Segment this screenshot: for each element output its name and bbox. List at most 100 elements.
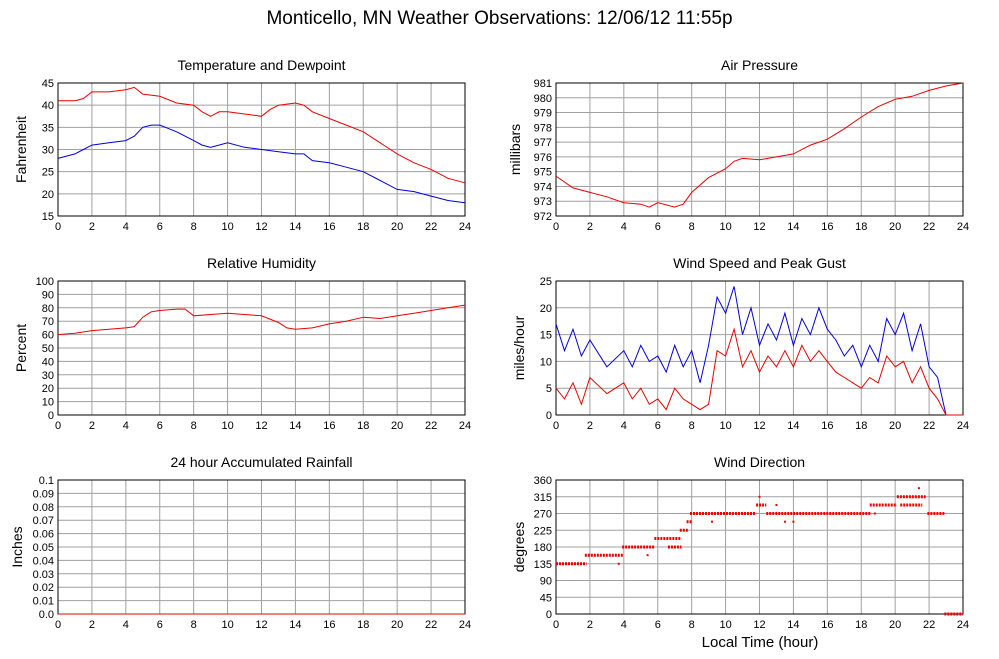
temp-x-tick-label: 4 (123, 221, 129, 233)
humidity-x-tick-label: 10 (221, 420, 233, 432)
direction-direction-point (783, 520, 786, 523)
rain-y-tick-label: 0.09 (33, 488, 54, 500)
rain-x-tick-label: 6 (157, 619, 163, 631)
pressure-x-tick-label: 14 (787, 221, 799, 233)
humidity-x-tick-label: 8 (191, 420, 197, 432)
temp-y-axis-label: Fahrenheit (13, 116, 29, 183)
pressure-y-tick-label: 978 (534, 122, 552, 134)
humidity-x-tick-label: 0 (55, 420, 61, 432)
direction-chart-title: Wind Direction (714, 454, 805, 470)
direction-x-tick-label: 16 (821, 619, 833, 631)
humidity-y-tick-label: 80 (42, 303, 54, 315)
direction-y-tick-label: 225 (534, 525, 552, 537)
rain-x-tick-label: 10 (221, 619, 233, 631)
rain-chart-title: 24 hour Accumulated Rainfall (170, 454, 352, 470)
wind-x-tick-label: 24 (957, 420, 969, 432)
pressure-x-tick-label: 2 (587, 221, 593, 233)
humidity-y-tick-label: 60 (42, 330, 54, 342)
direction-x-tick-label: 24 (957, 619, 969, 631)
temp-x-tick-label: 2 (89, 221, 95, 233)
rain-y-tick-label: 0.03 (33, 569, 54, 581)
direction-x-tick-label: 6 (655, 619, 661, 631)
temp-chart-title: Temperature and Dewpoint (177, 57, 345, 73)
rain-x-tick-label: 0 (55, 619, 61, 631)
pressure-y-axis-label: millibars (507, 124, 523, 175)
humidity-y-tick-label: 90 (42, 289, 54, 301)
rain-y-tick-label: 0.04 (33, 555, 54, 567)
temp-x-tick-label: 0 (55, 221, 61, 233)
temp-y-tick-label: 45 (42, 78, 54, 90)
wind-y-tick-label: 20 (540, 303, 552, 315)
humidity-x-tick-label: 24 (459, 420, 471, 432)
rain-x-tick-label: 18 (357, 619, 369, 631)
pressure-x-tick-label: 10 (719, 221, 731, 233)
wind-y-tick-label: 10 (540, 356, 552, 368)
humidity-y-tick-label: 20 (42, 383, 54, 395)
temp-plot-frame (57, 82, 466, 217)
pressure-x-tick-label: 16 (821, 221, 833, 233)
pressure-x-tick-label: 22 (923, 221, 935, 233)
wind-x-tick-label: 6 (655, 420, 661, 432)
direction-x-tick-label: 22 (923, 619, 935, 631)
direction-y-axis-label: degrees (511, 522, 527, 573)
humidity-series-line (57, 304, 466, 336)
temp-y-tick-label: 25 (42, 167, 54, 179)
wind-x-tick-label: 2 (587, 420, 593, 432)
pressure-x-tick-label: 18 (855, 221, 867, 233)
rain-y-tick-label: 0.08 (33, 502, 54, 514)
wind-x-tick-label: 4 (621, 420, 627, 432)
wind-plot-frame (555, 280, 964, 416)
pressure-y-tick-label: 976 (534, 152, 552, 164)
temp-series-line (57, 124, 466, 204)
direction-x-tick-label: 18 (855, 619, 867, 631)
humidity-x-tick-label: 4 (123, 420, 129, 432)
pressure-y-tick-label: 974 (534, 181, 552, 193)
direction-x-tick-label: 10 (719, 619, 731, 631)
rain-x-tick-label: 8 (191, 619, 197, 631)
humidity-plot-frame (57, 280, 466, 416)
temp-x-tick-label: 20 (391, 221, 403, 233)
direction-y-tick-label: 315 (534, 492, 552, 504)
direction-y-tick-label: 360 (534, 475, 552, 487)
direction-y-tick-label: 0 (546, 609, 552, 621)
wind-x-tick-label: 22 (923, 420, 935, 432)
rain-x-tick-label: 2 (89, 619, 95, 631)
humidity-x-tick-label: 18 (357, 420, 369, 432)
direction-direction-point (792, 520, 795, 523)
direction-direction-point (873, 512, 876, 515)
pressure-x-tick-label: 24 (957, 221, 969, 233)
wind-x-tick-label: 10 (719, 420, 731, 432)
temp-y-tick-label: 20 (42, 189, 54, 201)
wind-y-tick-label: 25 (540, 276, 552, 288)
wind-chart-title: Wind Speed and Peak Gust (673, 255, 846, 271)
temp-x-tick-label: 22 (425, 221, 437, 233)
rain-x-tick-label: 20 (391, 619, 403, 631)
humidity-x-tick-label: 16 (323, 420, 335, 432)
direction-direction-point (617, 562, 620, 565)
wind-y-tick-label: 5 (546, 383, 552, 395)
direction-x-tick-label: 14 (787, 619, 799, 631)
wind-x-tick-label: 18 (855, 420, 867, 432)
direction-y-tick-label: 270 (534, 509, 552, 521)
rain-y-tick-label: 0.01 (33, 596, 54, 608)
pressure-y-tick-label: 977 (534, 137, 552, 149)
wind-x-tick-label: 16 (821, 420, 833, 432)
humidity-x-tick-label: 2 (89, 420, 95, 432)
pressure-y-tick-label: 975 (534, 167, 552, 179)
pressure-y-tick-label: 972 (534, 211, 552, 223)
rain-x-tick-label: 4 (123, 619, 129, 631)
direction-y-tick-label: 45 (540, 592, 552, 604)
pressure-y-tick-label: 979 (534, 108, 552, 120)
rain-y-tick-label: 0.07 (33, 515, 54, 527)
pressure-y-tick-label: 980 (534, 93, 552, 105)
humidity-x-tick-label: 14 (289, 420, 301, 432)
rain-x-tick-label: 16 (323, 619, 335, 631)
humidity-x-tick-label: 22 (425, 420, 437, 432)
direction-x-tick-label: 12 (753, 619, 765, 631)
rain-x-tick-label: 24 (459, 619, 471, 631)
rain-y-tick-label: 0.02 (33, 582, 54, 594)
pressure-x-tick-label: 12 (753, 221, 765, 233)
wind-x-tick-label: 8 (689, 420, 695, 432)
pressure-x-tick-label: 0 (553, 221, 559, 233)
temp-x-tick-label: 10 (221, 221, 233, 233)
